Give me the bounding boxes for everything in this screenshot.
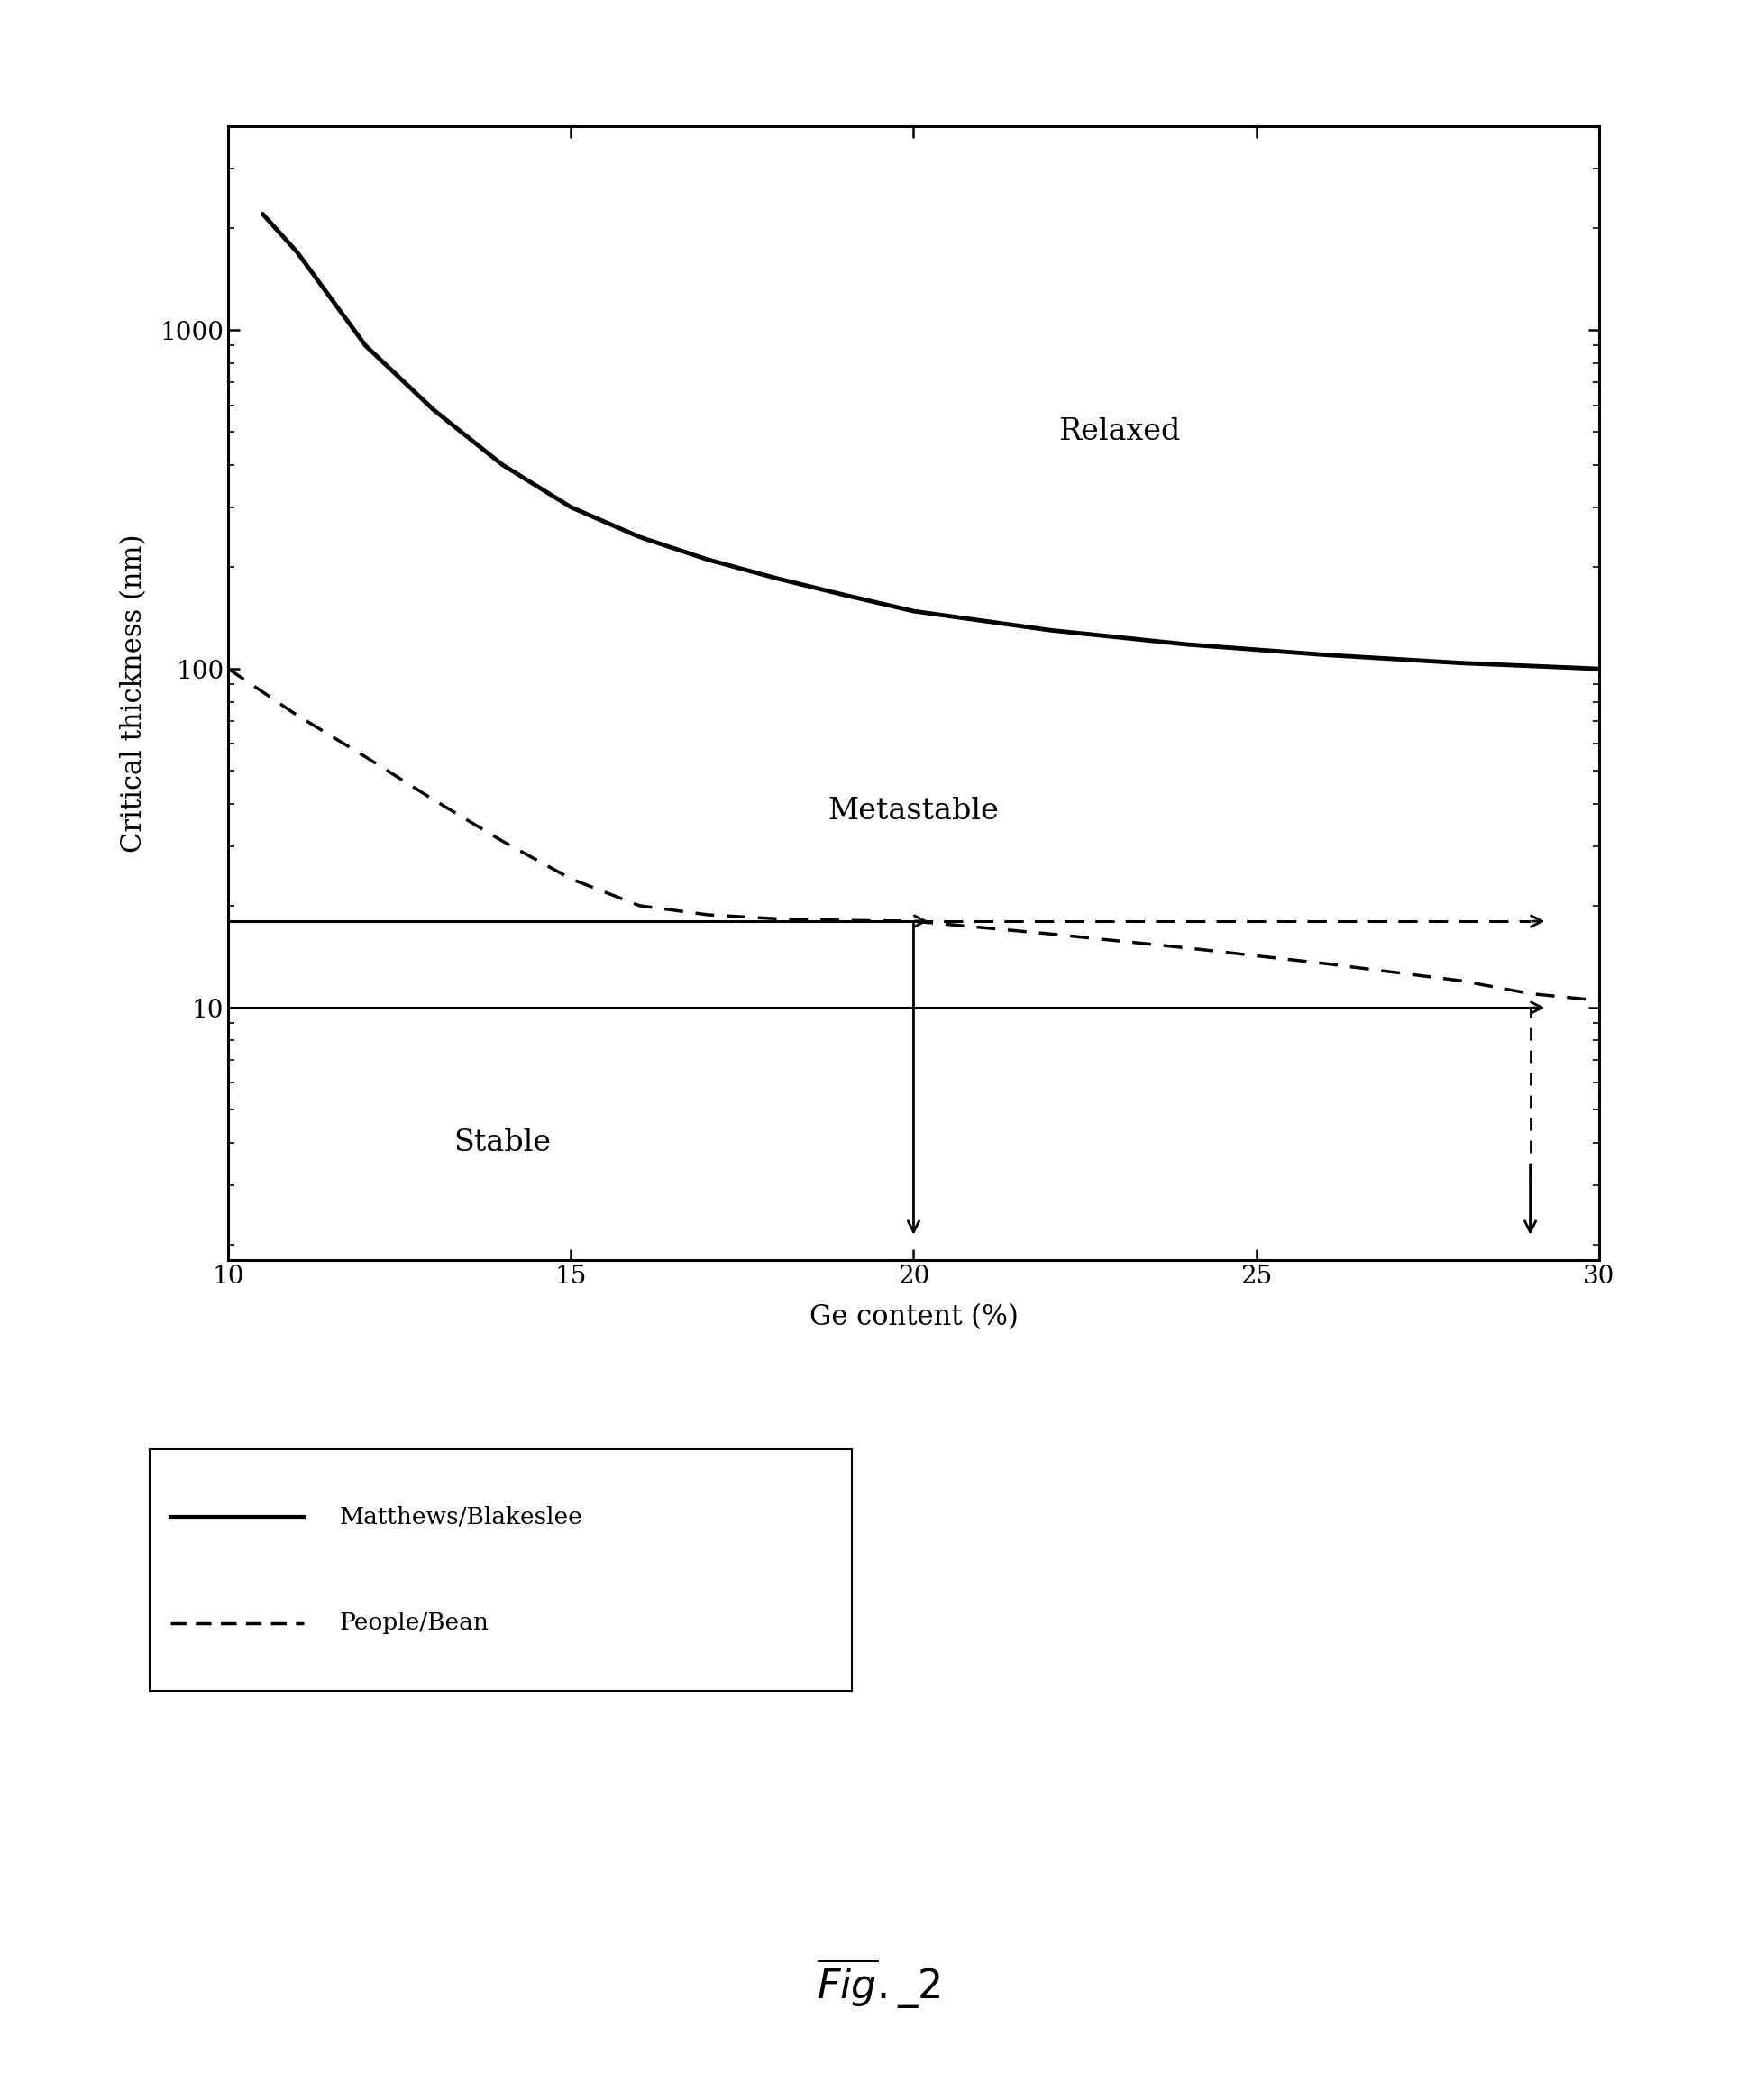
Text: $\overline{\mathit{Fig}}$$\mathit{.\_ 2}$: $\overline{\mathit{Fig}}$$\mathit{.\_ 2}… (817, 1957, 939, 2012)
Text: Relaxed: Relaxed (1057, 418, 1180, 447)
Text: Metastable: Metastable (827, 796, 999, 825)
X-axis label: Ge content (%): Ge content (%) (810, 1304, 1017, 1331)
Text: People/Bean: People/Bean (339, 1611, 488, 1634)
Text: Matthews/Blakeslee: Matthews/Blakeslee (339, 1506, 581, 1529)
Text: Stable: Stable (453, 1128, 551, 1157)
Y-axis label: Critical thickness (nm): Critical thickness (nm) (119, 533, 148, 853)
